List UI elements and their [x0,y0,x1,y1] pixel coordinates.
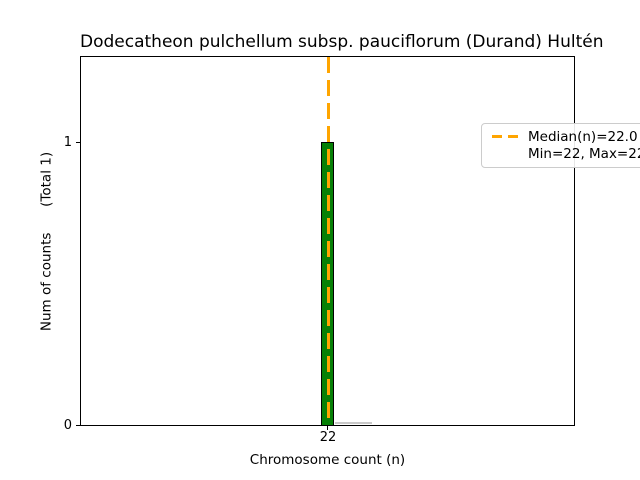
dashed-line-sample-icon [492,135,519,139]
legend-row-minmax: Min=22, Max=22 [492,146,640,163]
x-axis-label: Chromosome count (n) [249,452,406,468]
y-tick-mark-0 [76,425,80,426]
median-dashed-line [327,57,330,425]
legend-row-median: Median(n)=22.0 [492,128,640,145]
x-tick-label-22: 22 [319,430,337,445]
y-axis-label: Num of counts (Total 1) [38,151,55,332]
y-tick-mark-1 [76,142,80,143]
legend-spacer [492,153,519,156]
plot-area: Median(n)=22.0 Min=22, Max=22 [80,56,640,426]
y-tick-label-0: 0 [63,418,72,433]
x-tick-mark-22 [327,426,328,430]
chart-title: Dodecatheon pulchellum subsp. paucifloru… [80,32,604,52]
y-tick-label-1: 1 [63,135,72,150]
zero-height-bin-baseline [335,422,372,424]
legend-minmax-label: Min=22, Max=22 [528,146,640,163]
legend-median-label: Median(n)=22.0 [528,128,638,145]
legend-box: Median(n)=22.0 Min=22, Max=22 [481,123,640,168]
